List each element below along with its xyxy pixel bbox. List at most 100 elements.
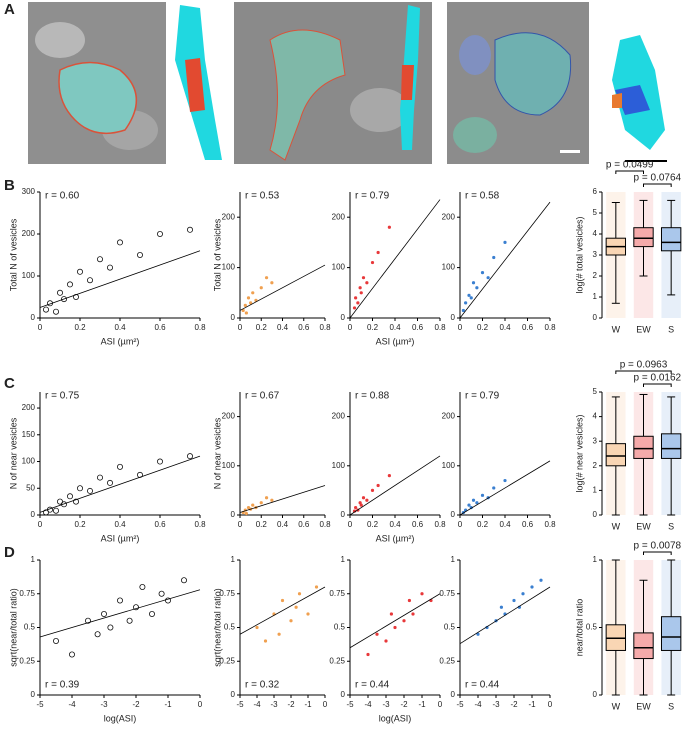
data-point	[492, 486, 496, 490]
data-point	[361, 276, 366, 280]
neighbor-region	[453, 117, 497, 153]
y-tick-label: 0	[451, 510, 456, 519]
data-point	[117, 239, 124, 246]
x-axis-label: ASI (µm²)	[376, 533, 415, 543]
x-tick-label: -4	[68, 700, 76, 709]
x-tick-label: 0.6	[522, 520, 534, 529]
x-tick-label: 0.2	[74, 323, 86, 332]
y-tick-label: 1	[341, 555, 346, 564]
x-tick-label: -4	[253, 700, 261, 709]
annotation: r = 0.67	[245, 391, 280, 402]
y-tick-label: 150	[22, 430, 36, 439]
data-point	[126, 617, 133, 624]
x-tick-label: 0.6	[298, 520, 310, 529]
x-tick-label: -2	[132, 700, 140, 709]
x-tick-label: 0.8	[434, 520, 446, 529]
y-tick-label: 0.5	[24, 623, 36, 632]
fit-line	[349, 199, 441, 319]
y-tick-label: 4	[593, 412, 598, 421]
data-point	[53, 638, 60, 645]
fit-line	[349, 593, 441, 649]
data-point	[87, 277, 94, 284]
y-tick-label: 0	[31, 510, 36, 519]
data-point	[87, 487, 94, 494]
x-tick-label: 0.4	[499, 323, 511, 332]
y-tick-label: 4	[593, 229, 598, 238]
x-tick-label: EW	[636, 324, 651, 334]
y-axis-label: Total N of vesicles	[8, 218, 18, 291]
x-tick-label: 0	[238, 323, 243, 332]
x-tick-label: -3	[270, 700, 278, 709]
x-tick-label: 0.4	[114, 520, 126, 529]
y-axis-label: near/total ratio	[574, 599, 584, 657]
box	[660, 227, 682, 252]
fit-line	[239, 586, 326, 635]
data-point	[521, 592, 525, 596]
x-tick-label: 0.8	[544, 520, 556, 529]
data-point	[251, 503, 255, 507]
data-point	[264, 496, 269, 500]
y-axis-label: N of near vesicles	[8, 417, 18, 489]
data-point	[164, 597, 171, 604]
y-tick-label: 200	[442, 212, 456, 221]
synapse-region	[494, 32, 572, 116]
x-tick-label: 0.4	[499, 520, 511, 529]
data-point	[263, 639, 268, 643]
annotation: r = 0.32	[245, 680, 280, 691]
data-point	[107, 264, 114, 271]
data-point	[156, 230, 163, 237]
x-tick-label: 0.8	[544, 323, 556, 332]
x-tick-label: 0	[38, 323, 43, 332]
x-tick-label: 0	[348, 520, 353, 529]
x-tick-label: 0.2	[367, 520, 379, 529]
data-point	[259, 286, 263, 290]
fit-line	[459, 201, 551, 319]
data-point	[57, 289, 64, 296]
annotation: r = 0.75	[45, 391, 80, 402]
data-point	[475, 501, 479, 505]
data-point	[289, 619, 293, 623]
data-point	[314, 585, 319, 589]
fit-line	[459, 586, 551, 645]
data-point	[249, 301, 253, 305]
data-point	[259, 501, 263, 505]
p-value: p = 0.0162	[634, 373, 682, 384]
bracket	[615, 170, 644, 174]
data-point	[389, 612, 393, 616]
x-tick-label: 0.2	[256, 520, 268, 529]
x-tick-label: 0.4	[389, 520, 401, 529]
data-point	[117, 463, 124, 470]
data-point	[467, 503, 471, 507]
data-point	[156, 458, 163, 465]
y-tick-label: 0.5	[334, 623, 346, 632]
x-tick-label: W	[612, 324, 621, 334]
fit-line	[39, 455, 201, 513]
annotation: r = 0.79	[465, 391, 500, 402]
x-tick-label: -2	[400, 700, 408, 709]
x-tick-label: -2	[510, 700, 518, 709]
p-value: p = 0.0764	[634, 173, 682, 184]
data-point	[361, 496, 366, 500]
data-point	[365, 281, 369, 285]
data-point	[471, 498, 476, 502]
y-tick-label: 0.25	[219, 656, 235, 665]
data-point	[467, 293, 471, 297]
data-point	[384, 639, 388, 643]
data-point	[97, 474, 104, 481]
psd-3d	[615, 85, 650, 115]
y-tick-label: 1	[451, 555, 456, 564]
x-tick-label: -2	[287, 700, 295, 709]
panel-label: D	[4, 544, 15, 561]
x-axis-label: ASI (µm²)	[101, 533, 140, 543]
y-tick-label: 0.25	[329, 656, 345, 665]
annotation: r = 0.39	[45, 680, 80, 691]
y-tick-label: 200	[22, 229, 36, 238]
box	[633, 227, 654, 248]
x-tick-label: S	[668, 324, 674, 334]
data-point	[107, 479, 114, 486]
y-tick-label: 0.5	[224, 623, 236, 632]
data-point	[365, 498, 369, 502]
data-point	[512, 598, 516, 603]
fit-line	[239, 264, 326, 311]
y-tick-label: 1	[593, 486, 598, 495]
